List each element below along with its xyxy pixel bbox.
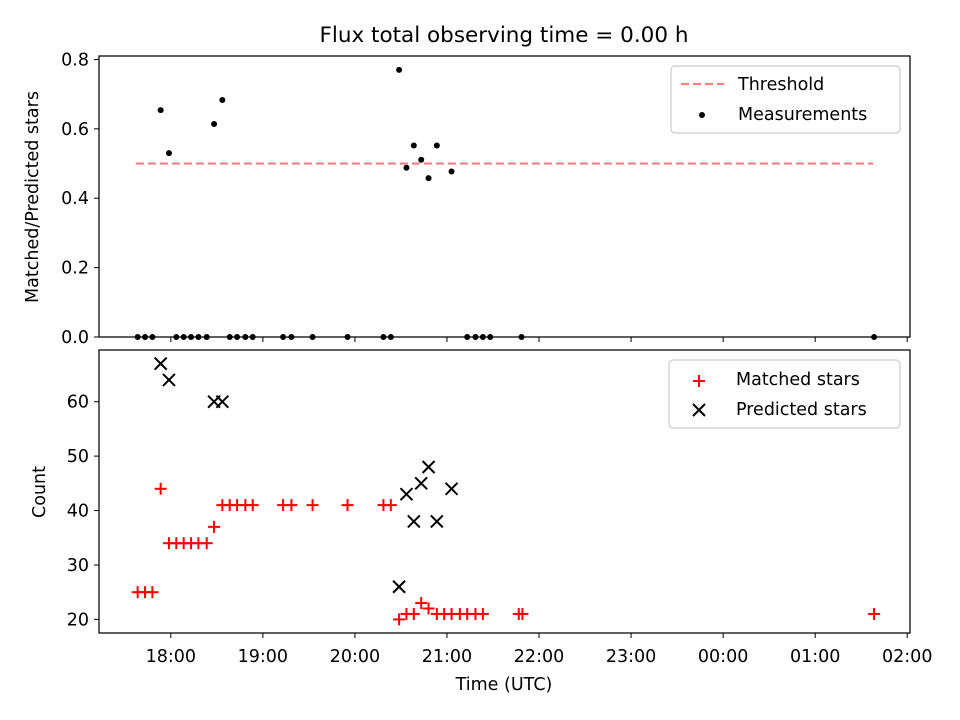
bottom-y-tick-label: 30 <box>67 556 89 576</box>
measurement-point <box>165 150 172 157</box>
predicted-star-point <box>392 580 406 594</box>
bottom-axis-ticks: 18:00 19:00 20:00 21:00 22:00 23:00 00:00 01:00… <box>67 393 933 667</box>
matched-star-point <box>154 482 167 495</box>
measurement-point <box>157 107 164 114</box>
top-axis-ticks: 0.0 0.2 0.4 0.6 0.8 <box>61 50 908 348</box>
legend-measurements-swatch <box>699 112 705 118</box>
measurement-point <box>425 175 432 182</box>
top-y-tick-label: 0.8 <box>61 50 89 70</box>
matched-star-point <box>868 607 881 620</box>
legend-measurements-label: Measurements <box>738 105 867 125</box>
bottom-legend: Matched stars Predicted stars <box>668 359 901 429</box>
matched-star-point <box>146 586 159 599</box>
measurement-point <box>433 142 440 149</box>
predicted-star-point <box>399 487 414 501</box>
predicted-star-point <box>162 373 176 387</box>
top-y-tick-label: 0.6 <box>61 120 89 140</box>
bottom-panel: Count 18:00 19:00 20:00 21:00 22:00 23:00 00:0… <box>30 349 933 695</box>
matched-star-point <box>285 499 298 512</box>
x-tick-label: 18:00 <box>146 647 196 667</box>
x-tick-label: 19:00 <box>238 647 288 667</box>
predicted-star-point <box>215 394 230 409</box>
matched-star-point <box>476 607 489 620</box>
top-panel: Matched/Predicted stars 0.00.20.40.60.8 … <box>23 50 911 348</box>
bottom-markers-layer <box>131 356 881 626</box>
x-tick-label: 22:00 <box>514 647 564 667</box>
measurement-point <box>418 156 425 163</box>
bottom-legend-box <box>668 359 901 429</box>
x-axis-label: Time (UTC) <box>455 675 553 695</box>
legend-matched-swatch <box>693 375 705 387</box>
predicted-star-point <box>430 514 444 529</box>
legend-matched-label: Matched stars <box>736 370 860 390</box>
top-y-axis-label: Matched/Predicted stars <box>23 91 43 303</box>
bottom-y-tick-label: 20 <box>67 610 89 630</box>
figure-title: Flux total observing time = 0.00 h <box>320 23 689 48</box>
bottom-y-axis-label: Count <box>30 466 50 518</box>
predicted-star-point <box>407 514 421 529</box>
matched-star-point <box>208 520 221 533</box>
measurement-point <box>211 120 218 127</box>
matched-star-point <box>384 499 397 512</box>
top-legend: Threshold Measurements <box>670 65 901 134</box>
bottom-plot-frame <box>98 349 911 634</box>
bottom-y-tick-label: 60 <box>67 393 89 413</box>
measurement-point <box>396 66 403 73</box>
x-tick-label: 02:00 <box>882 647 932 667</box>
x-tick-label: 21:00 <box>422 647 472 667</box>
measurement-point <box>410 142 417 149</box>
legend-predicted-label: Predicted stars <box>736 400 867 420</box>
bottom-y-tick-label: 40 <box>67 502 89 522</box>
measurement-point <box>219 97 226 104</box>
top-y-tick-label: 0.4 <box>61 189 89 209</box>
top-plot-frame <box>98 55 911 338</box>
top-y-tick-label: 0.0 <box>61 328 89 348</box>
x-tick-label: 01:00 <box>790 647 840 667</box>
measurement-point <box>403 164 410 171</box>
measurement-point <box>448 168 455 175</box>
x-tick-label: 20:00 <box>330 647 380 667</box>
predicted-star-point <box>444 482 459 496</box>
matched-star-point <box>393 613 406 626</box>
matched-star-point <box>341 499 354 512</box>
x-tick-label: 23:00 <box>606 647 656 667</box>
predicted-star-point <box>414 476 428 491</box>
matched-star-point <box>407 607 420 620</box>
x-tick-label: 00:00 <box>698 647 748 667</box>
matched-star-point <box>422 602 435 615</box>
legend-predicted-swatch <box>692 403 706 417</box>
matched-star-point <box>415 597 428 610</box>
matched-star-point <box>516 607 529 620</box>
predicted-star-point <box>153 356 168 371</box>
top-y-tick-label: 0.2 <box>61 259 89 279</box>
matched-star-point <box>246 499 259 512</box>
matched-star-point <box>200 537 213 550</box>
predicted-star-point <box>421 460 436 474</box>
matched-star-point <box>306 499 319 512</box>
legend-threshold-label: Threshold <box>737 75 824 95</box>
top-legend-box <box>670 65 901 134</box>
bottom-y-tick-label: 50 <box>67 447 89 467</box>
